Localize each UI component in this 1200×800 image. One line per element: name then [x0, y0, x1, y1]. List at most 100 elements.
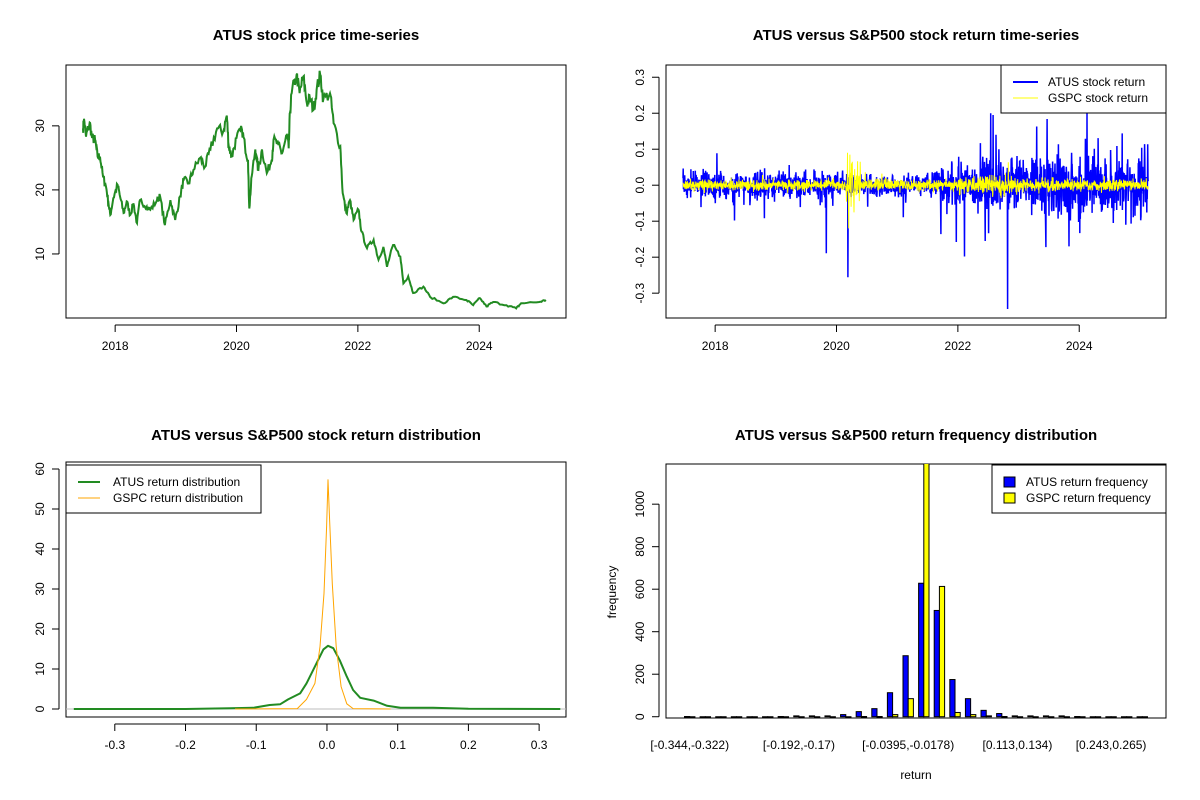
- histogram-x-axis-label: return: [900, 768, 931, 782]
- gspc-frequency-bar: [907, 698, 914, 718]
- x-tick-label: 2020: [223, 339, 250, 353]
- histogram-plot-box: [665, 463, 1167, 719]
- x-tick-label: [-0.192,-0.17): [763, 738, 835, 752]
- atus-frequency-bar: [715, 716, 722, 718]
- histogram-y-axis: 0 200 400 600 800 1000: [633, 491, 660, 720]
- return-series-plot-box: [665, 64, 1167, 319]
- x-tick-label: 0.1: [389, 738, 406, 752]
- atus-frequency-bar: [808, 715, 816, 718]
- atus-return-series-line: [682, 113, 1149, 310]
- x-tick-label: [0.113,0.134): [983, 738, 1053, 752]
- gspc-return-series-line: [682, 152, 1149, 229]
- x-tick-label: 0.3: [531, 738, 548, 752]
- gspc-density-line: [234, 479, 391, 710]
- x-tick-label: 2018: [702, 339, 729, 353]
- gspc-frequency-bar: [1110, 716, 1117, 718]
- gspc-frequency-bar: [1094, 716, 1102, 718]
- y-tick-label: 30: [33, 582, 47, 596]
- gspc-frequency-bar: [1063, 716, 1070, 718]
- atus-frequency-bar: [730, 716, 738, 718]
- gspc-frequency-bar: [736, 716, 743, 718]
- return-series-legend: ATUS stock return GSPC stock return: [1000, 64, 1167, 114]
- gspc-frequency-bar: [751, 716, 758, 718]
- x-tick-label: [0.243,0.265): [1076, 738, 1147, 752]
- gspc-frequency-bar: [782, 716, 790, 718]
- gspc-frequency-bar: [876, 716, 883, 718]
- x-tick-label: [-0.0395,-0.0178): [862, 738, 954, 752]
- price-chart-title: ATUS stock price time-series: [213, 27, 419, 44]
- atus-frequency-bar: [980, 709, 987, 718]
- atus-frequency-bar: [824, 715, 831, 718]
- y-tick-label: 10: [33, 662, 47, 676]
- legend-box: [991, 464, 1167, 514]
- histogram-chart-title: ATUS versus S&P500 return frequency dist…: [735, 427, 1097, 444]
- y-tick-label: 20: [33, 183, 47, 197]
- x-tick-label: 2024: [466, 339, 493, 353]
- atus-frequency-bar: [684, 716, 691, 718]
- density-plot-box: [65, 461, 567, 718]
- x-tick-label: 0.2: [460, 738, 477, 752]
- density-x-axis: -0.3 -0.2 -0.1 0.0 0.1 0.2 0.3: [104, 723, 548, 752]
- gspc-frequency-bar: [1141, 716, 1148, 718]
- atus-frequency-bar: [1089, 716, 1096, 718]
- y-tick-label: 50: [33, 502, 47, 516]
- legend-swatch: [1003, 492, 1016, 504]
- gspc-frequency-bar: [1016, 716, 1024, 718]
- y-tick-label: -0.2: [633, 247, 647, 268]
- y-tick-label: 1000: [633, 491, 647, 518]
- gspc-frequency-bar: [985, 715, 992, 718]
- atus-frequency-bar: [886, 692, 894, 718]
- y-tick-label: 200: [633, 664, 647, 684]
- atus-frequency-bar: [1120, 716, 1128, 718]
- histogram-x-axis: [-0.344,-0.322) [-0.192,-0.17) [-0.0395,-0…: [650, 738, 1146, 752]
- atus-frequency-bar: [855, 711, 862, 718]
- gspc-frequency-bar: [720, 716, 727, 718]
- atus-frequency-bar: [1011, 715, 1018, 718]
- atus-frequency-bar: [762, 716, 769, 718]
- gspc-frequency-bar: [1001, 716, 1008, 718]
- y-tick-label: -0.3: [633, 283, 647, 304]
- atus-frequency-bar: [1042, 715, 1050, 718]
- x-tick-label: 2022: [945, 339, 972, 353]
- atus-frequency-bar: [746, 716, 753, 718]
- legend-label: GSPC return frequency: [1026, 491, 1151, 505]
- x-tick-label: 2020: [823, 339, 850, 353]
- gspc-frequency-bar: [829, 716, 836, 718]
- y-tick-label: 400: [633, 621, 647, 641]
- return-series-x-axis: 2018 2020 2022 2024: [702, 324, 1093, 353]
- return-series-y-axis: -0.3 -0.2 -0.1 0.0 0.1 0.2 0.3: [633, 69, 660, 304]
- y-tick-label: 0.2: [633, 105, 647, 122]
- histogram-bars: [684, 464, 1148, 718]
- price-x-axis: 2018 2020 2022 2024: [102, 324, 493, 353]
- histogram-legend: ATUS return frequency GSPC return frequen…: [991, 464, 1167, 514]
- atus-frequency-bar: [1136, 716, 1143, 718]
- gspc-frequency-bar: [923, 464, 930, 718]
- atus-frequency-bar: [1027, 715, 1034, 718]
- gspc-frequency-bar: [938, 585, 946, 718]
- gspc-frequency-bar: [1126, 716, 1133, 718]
- y-tick-label: 0: [33, 705, 47, 712]
- gspc-frequency-bar: [892, 714, 899, 718]
- atus-frequency-bar: [996, 713, 1003, 718]
- atus-frequency-bar: [871, 708, 878, 718]
- legend-swatch: [1003, 476, 1016, 488]
- legend-label: ATUS return distribution: [113, 475, 240, 489]
- gspc-frequency-bar: [767, 716, 774, 718]
- atus-frequency-bar: [1074, 716, 1081, 718]
- gspc-frequency-bar: [970, 714, 977, 718]
- y-tick-label: 0.0: [633, 177, 647, 194]
- gspc-frequency-bar: [1079, 716, 1086, 718]
- price-series-line: [82, 70, 547, 310]
- gspc-frequency-bar: [814, 716, 821, 718]
- x-tick-label: 2024: [1066, 339, 1093, 353]
- y-tick-label: 30: [33, 119, 47, 133]
- legend-label: GSPC stock return: [1048, 91, 1148, 105]
- y-tick-label: 0: [633, 713, 647, 720]
- atus-frequency-bar: [777, 716, 784, 718]
- atus-frequency-bar: [918, 582, 925, 718]
- atus-density-line: [73, 644, 561, 710]
- legend-label: ATUS stock return: [1048, 75, 1145, 89]
- x-tick-label: 2022: [345, 339, 372, 353]
